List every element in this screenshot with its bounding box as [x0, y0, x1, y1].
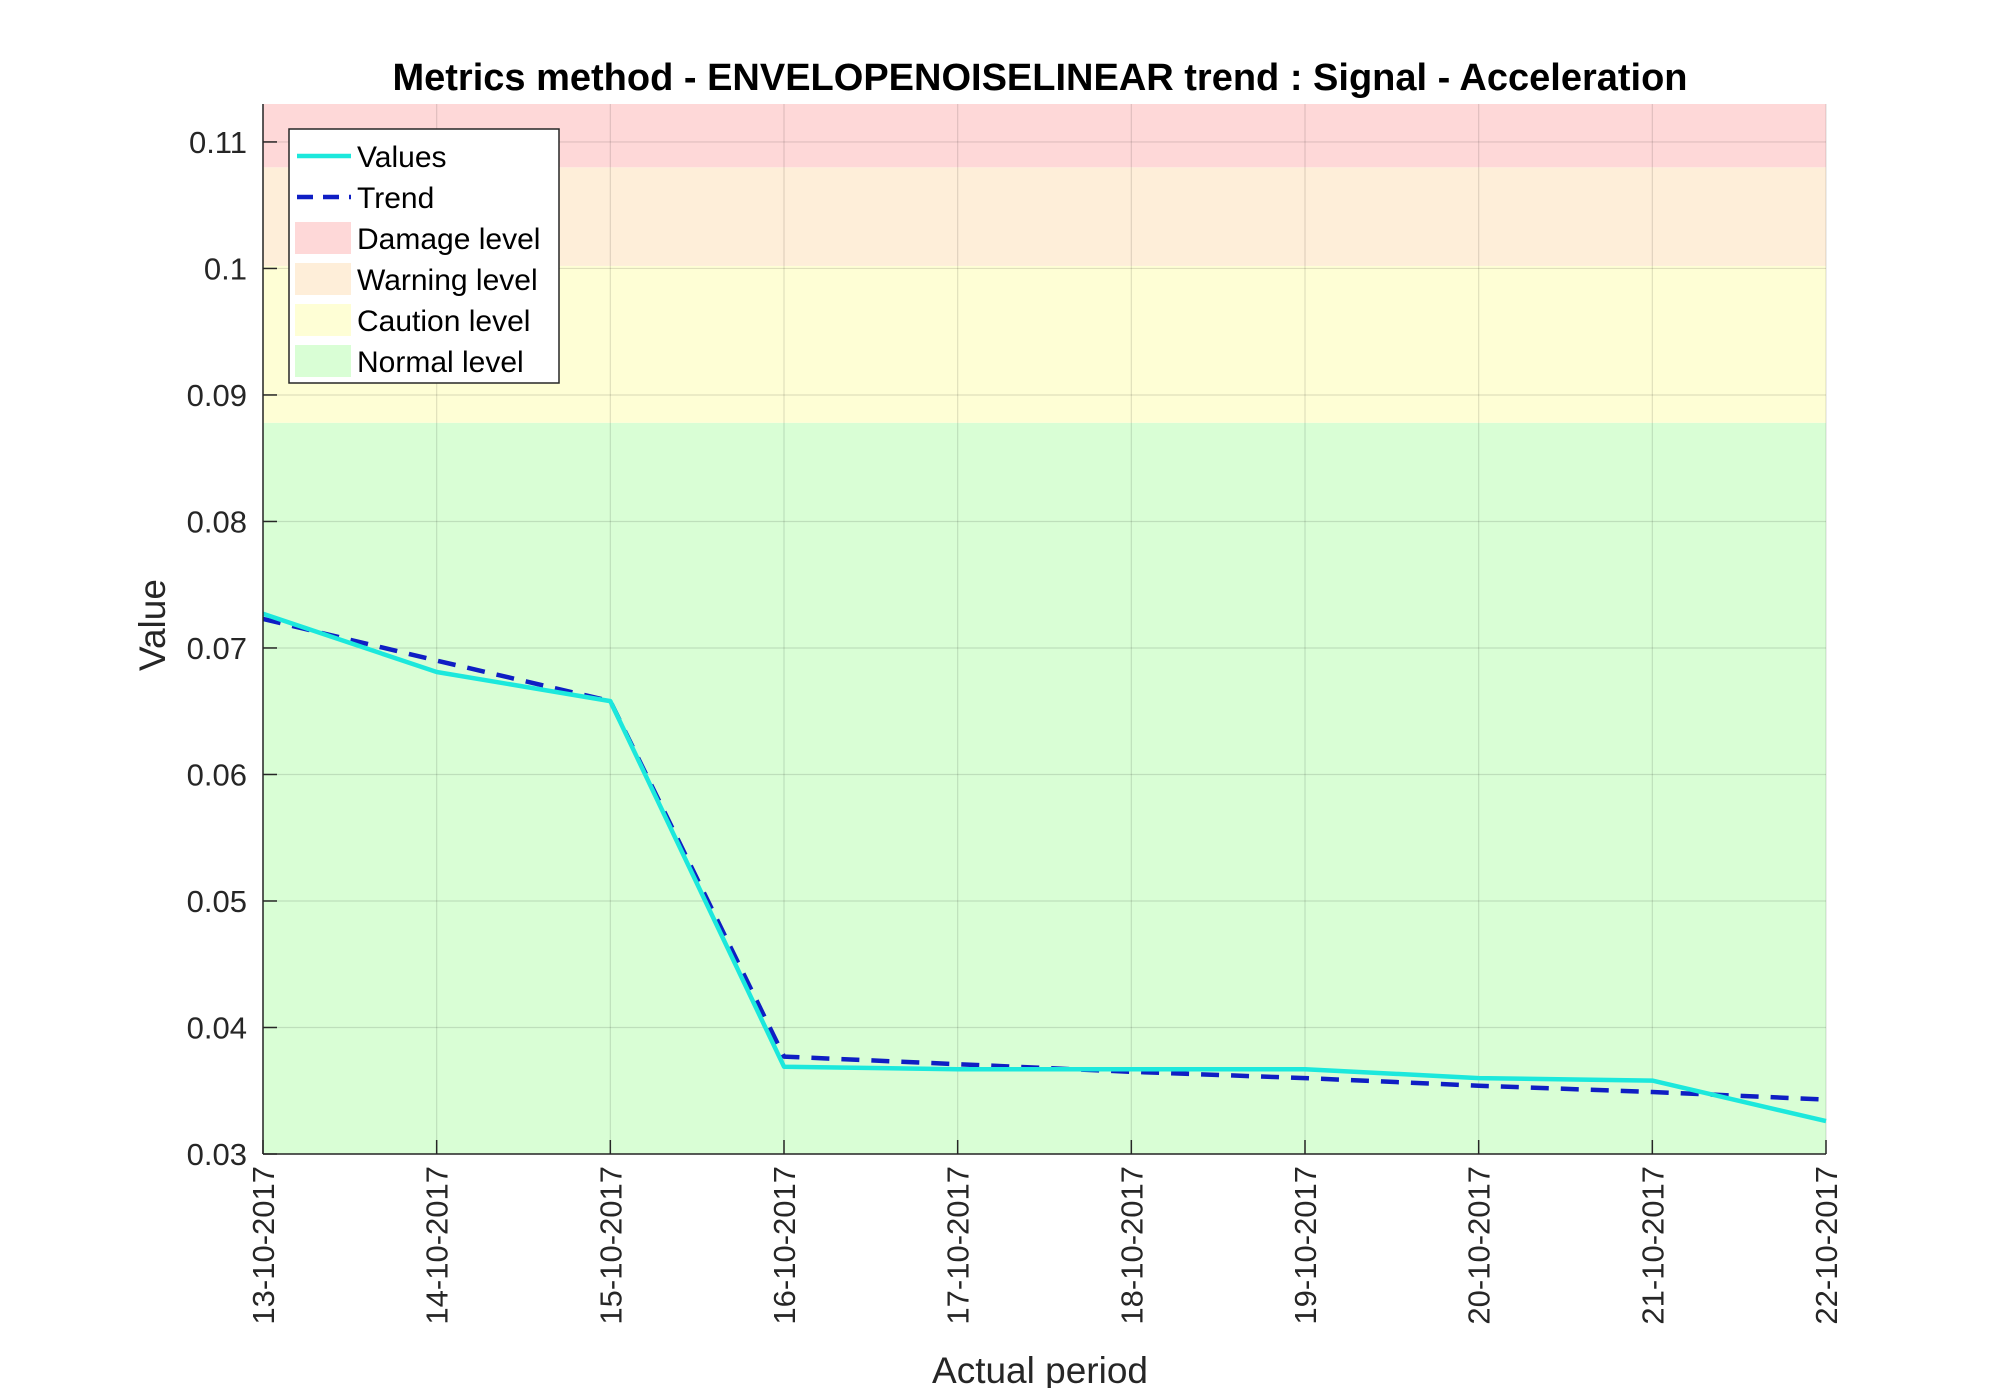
- y-tick-label-3: 0.06: [187, 757, 247, 792]
- legend-label-damage-level: Damage level: [357, 223, 540, 256]
- legend-label-caution-level: Caution level: [357, 305, 530, 338]
- x-tick-label-2: 15-10-2017: [593, 1166, 628, 1325]
- y-tick-label-5: 0.08: [187, 504, 247, 539]
- y-axis-label: Value: [132, 579, 173, 671]
- x-tick-label-9: 22-10-2017: [1809, 1166, 1844, 1325]
- legend-label-values: Values: [357, 141, 447, 174]
- y-tick-label-7: 0.1: [204, 251, 247, 286]
- series-line-values: [262, 611, 1827, 1124]
- legend-swatch-caution-level: [295, 304, 351, 336]
- y-tick-label-1: 0.04: [187, 1010, 247, 1045]
- axes: [262, 104, 1827, 1155]
- legend-label-normal-level: Normal level: [357, 346, 524, 379]
- x-tick-label-0: 13-10-2017: [246, 1166, 281, 1325]
- x-axis-label: Actual period: [932, 1350, 1148, 1388]
- band-normal-level: [263, 422, 1826, 1154]
- x-tick-label-3: 16-10-2017: [767, 1166, 802, 1325]
- legend-label-warning-level: Warning level: [357, 264, 538, 297]
- x-tick-labels: 13-10-2017 14-10-2017 15-10-2017 16-10-2017…: [246, 1166, 1844, 1325]
- series-line-trend: [262, 616, 1827, 1102]
- series-lines: [262, 611, 1827, 1124]
- x-tick-label-8: 21-10-2017: [1635, 1166, 1670, 1325]
- x-tick-label-7: 20-10-2017: [1462, 1166, 1497, 1325]
- y-tick-label-4: 0.07: [187, 631, 247, 666]
- legend-swatch-normal-level: [295, 345, 351, 377]
- legend: Values Trend Damage level Warning level Caut…: [288, 128, 560, 384]
- legend-swatch-damage-level: [295, 222, 351, 254]
- x-tick-label-5: 18-10-2017: [1114, 1166, 1149, 1325]
- chart-title: Metrics method - ENVELOPENOISELINEAR tre…: [392, 57, 1687, 99]
- y-tick-label-8: 0.11: [189, 125, 247, 160]
- x-tick-label-6: 19-10-2017: [1288, 1166, 1323, 1325]
- level-bands: [263, 104, 1826, 1154]
- legend-box: [288, 128, 560, 384]
- y-tick-labels: 0.03 0.04 0.05 0.06 0.07 0.08 0.09 0.1 0.11: [187, 125, 247, 1172]
- legend-label-trend: Trend: [357, 182, 434, 215]
- x-tick-label-1: 14-10-2017: [420, 1166, 455, 1325]
- y-tick-label-2: 0.05: [187, 884, 247, 919]
- x-tick-label-4: 17-10-2017: [941, 1166, 976, 1325]
- y-tick-label-0: 0.03: [187, 1137, 247, 1172]
- y-tick-label-6: 0.09: [187, 378, 247, 413]
- legend-swatch-warning-level: [295, 263, 351, 295]
